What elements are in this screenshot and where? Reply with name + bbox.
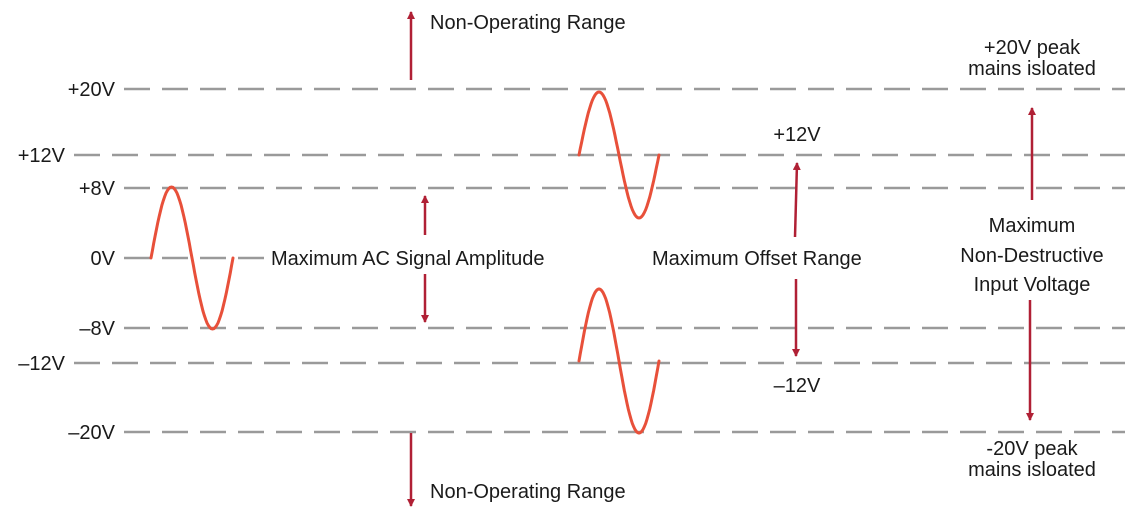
max-input-label-line3: Input Voltage bbox=[974, 274, 1091, 296]
max-input-label-line1: Maximum bbox=[989, 215, 1076, 237]
level-label: –20V bbox=[68, 422, 115, 444]
offset-positive-wave bbox=[577, 90, 661, 220]
offset-negative-wave bbox=[577, 287, 661, 435]
peak-bottom-label-line2: mains isloated bbox=[968, 459, 1096, 481]
non-operating-bottom-label: Non-Operating Range bbox=[430, 481, 626, 503]
level-label: –12V bbox=[18, 353, 65, 375]
non-operating-top-label: Non-Operating Range bbox=[430, 12, 626, 34]
offset-up-arrow bbox=[792, 162, 801, 238]
level-lines bbox=[74, 87, 1125, 434]
peak-top-label-line1: +20V peak bbox=[984, 37, 1081, 59]
offset-range-label: Maximum Offset Range bbox=[652, 248, 862, 270]
level-label: +20V bbox=[68, 79, 116, 101]
ac-signal-wave bbox=[149, 185, 235, 331]
level-label: –8V bbox=[79, 318, 115, 340]
offset-top-label: +12V bbox=[773, 124, 821, 146]
level-label: 0V bbox=[91, 248, 116, 270]
peak-bottom-label-line1: -20V peak bbox=[986, 438, 1078, 460]
max-input-label-line2: Non-Destructive bbox=[960, 245, 1103, 267]
level-labels: +20V +12V +8V 0V –8V –12V –20V bbox=[18, 79, 116, 444]
level-label: +12V bbox=[18, 145, 66, 167]
level-label: +8V bbox=[79, 178, 116, 200]
peak-top-label-line2: mains isloated bbox=[968, 58, 1096, 80]
offset-bottom-label: –12V bbox=[774, 375, 821, 397]
ac-amplitude-label: Maximum AC Signal Amplitude bbox=[271, 248, 544, 270]
